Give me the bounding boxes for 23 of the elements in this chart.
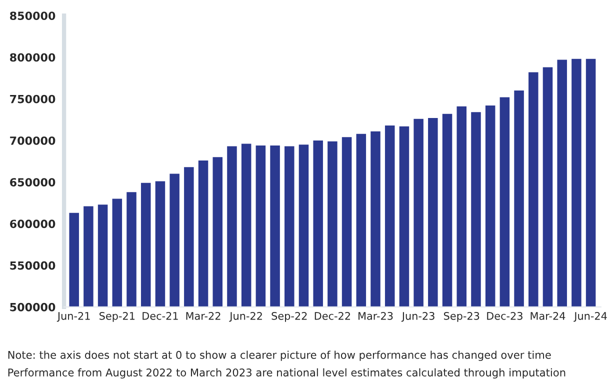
x-tick-label: Mar-22 [186, 312, 220, 320]
x-tick-label: Dec-23 [487, 312, 522, 320]
y-tick-label: 500000 [10, 302, 56, 312]
y-tick-label: 800000 [10, 53, 56, 62]
x-tick-label: Jun-21 [56, 312, 90, 322]
x-tick-label: Mar-23 [358, 312, 393, 320]
y-tick-label: 850000 [10, 12, 56, 20]
y-tick-label: 650000 [10, 178, 56, 186]
y-tick-label: 750000 [10, 94, 56, 104]
y-tick-label: 700000 [10, 136, 56, 145]
x-tick-label: Dec-21 [142, 312, 178, 320]
x-tick-label: Sep-22 [272, 312, 307, 322]
x-tick-label: Sep-23 [444, 312, 480, 322]
text: Performance from August 2022 to March 2023 are national level estimates calculated through imputation [8, 368, 566, 379]
x-tick-label: Jun-23 [401, 312, 434, 322]
x-tick-label: Jun-22 [229, 312, 262, 322]
x-tick-label: Dec-22 [314, 312, 350, 320]
x-tick-label: Jun-24 [574, 312, 607, 322]
y-tick-label: 550000 [10, 261, 56, 270]
y-tick-label: 600000 [10, 220, 56, 228]
text: Note: the axis does not start at 0 to show a clearer picture of how performance has changed over time [8, 350, 551, 361]
x-tick-label: Sep-21 [100, 312, 135, 322]
x-tick-label: Mar-24 [530, 312, 566, 320]
